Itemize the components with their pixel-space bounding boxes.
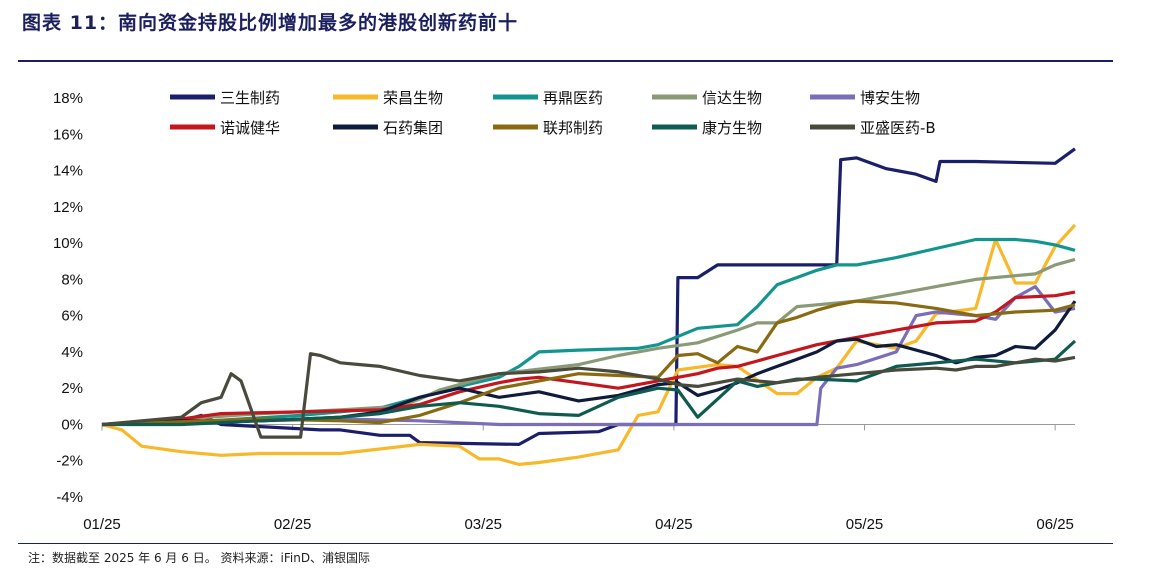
series-line-1: [101, 147, 1076, 446]
source-note: 注：数据截至 2025 年 6 月 6 日。 资料来源：iFinD、浦银国际: [28, 551, 371, 565]
title-rule: [18, 60, 1113, 62]
legend-label: 康方生物: [702, 119, 762, 137]
x-tick-label: 04/25: [655, 516, 693, 533]
legend-label: 再鼎医药: [543, 89, 603, 107]
footer-rule: [18, 543, 1113, 544]
legend-label: 三生制药: [220, 89, 280, 107]
y-tick-label: 6%: [61, 308, 83, 325]
x-tick-label: 06/25: [1036, 516, 1074, 533]
series-line-8: [101, 299, 1076, 427]
x-axis: 01/25 02/25 03/25 04/25 05/25 06/25: [83, 423, 1075, 533]
y-tick-label: 12%: [53, 199, 83, 216]
y-tick-label: -4%: [56, 489, 83, 506]
y-tick-label: 18%: [53, 90, 83, 107]
y-tick-label: 2%: [61, 380, 83, 397]
legend-label: 联邦制药: [543, 119, 603, 137]
y-tick-label: -2%: [56, 453, 83, 470]
y-tick-label: 10%: [53, 235, 83, 252]
y-axis: 18% 16% 14% 12% 10% 8% 6% 4% 2% 0% -2% -4%: [53, 90, 83, 506]
legend-label: 博安生物: [860, 89, 920, 107]
x-tick-label: 03/25: [464, 516, 502, 533]
x-tick-label: 05/25: [846, 516, 884, 533]
y-tick-label: 14%: [53, 163, 83, 180]
series-line-10: [101, 352, 1076, 439]
legend-label: 荣昌生物: [383, 89, 443, 107]
y-tick-label: 16%: [53, 126, 83, 143]
series-line-4: [101, 257, 1076, 427]
legend-label: 诺诚健华: [220, 119, 280, 137]
series-line-2: [101, 223, 1077, 466]
x-tick-label: 02/25: [274, 516, 312, 533]
legend-label: 亚盛医药-B: [860, 119, 936, 137]
legend-label: 信达生物: [702, 89, 762, 107]
chart-title: 图表 11：南向资金持股比例增加最多的港股创新药前十: [22, 12, 519, 34]
legend-label: 石药集团: [383, 119, 443, 137]
series-lines: [101, 147, 1077, 466]
y-tick-label: 0%: [61, 416, 83, 433]
x-tick-label: 01/25: [83, 516, 121, 533]
series-line-9: [102, 339, 1077, 427]
y-tick-label: 8%: [61, 271, 83, 288]
series-line-6: [101, 290, 1076, 427]
y-tick-label: 4%: [61, 344, 83, 361]
